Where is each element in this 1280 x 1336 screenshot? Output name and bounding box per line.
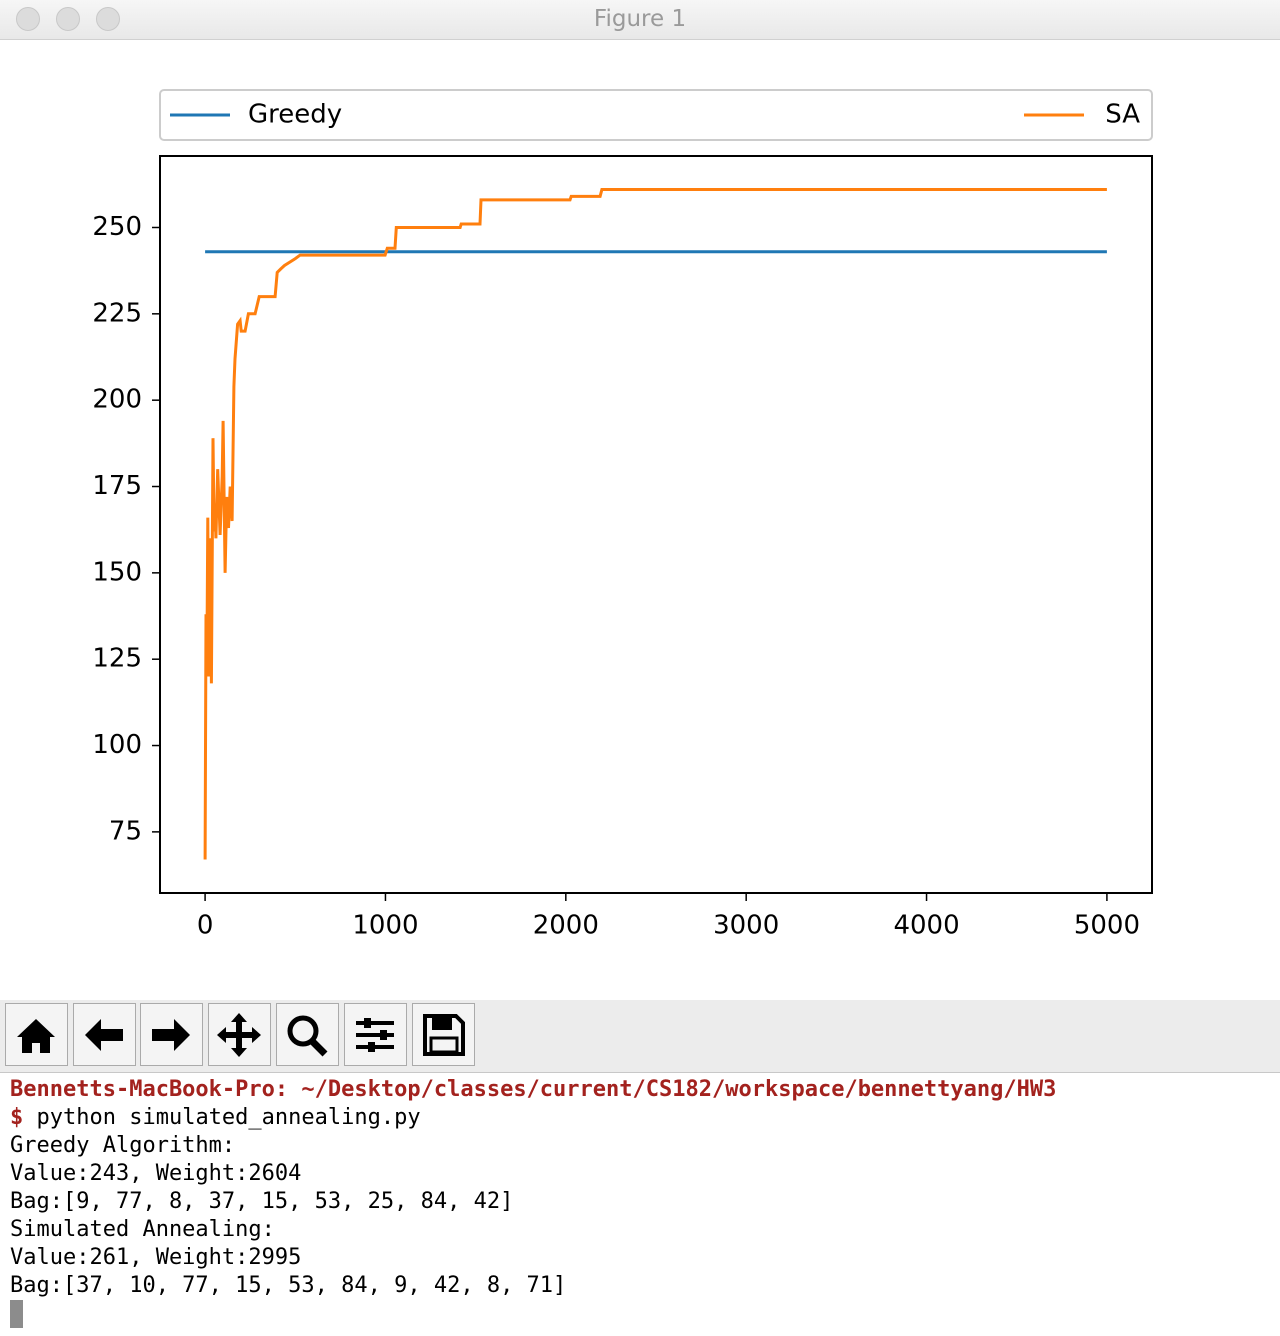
x-tick-label: 1000 — [352, 911, 418, 941]
title-bar: Figure 1 — [0, 0, 1280, 40]
close-button[interactable] — [16, 7, 40, 31]
output-line: Value:261, Weight:2995 — [10, 1245, 302, 1270]
home-button[interactable] — [5, 1003, 68, 1066]
x-tick-label: 3000 — [713, 911, 779, 941]
x-tick-label: 5000 — [1074, 911, 1140, 941]
y-tick-label: 225 — [92, 298, 142, 328]
command: python simulated_annealing.py — [36, 1105, 421, 1130]
configure-button[interactable] — [344, 1003, 407, 1066]
save-button[interactable] — [412, 1003, 475, 1066]
y-tick-label: 200 — [92, 385, 142, 415]
legend — [159, 89, 1153, 141]
legend-label: SA — [1105, 100, 1140, 130]
legend-label: Greedy — [248, 100, 342, 130]
minimize-button[interactable] — [56, 7, 80, 31]
window-title: Figure 1 — [593, 6, 687, 32]
x-tick-label: 4000 — [893, 911, 959, 941]
output-line: Bag:[37, 10, 77, 15, 53, 84, 9, 42, 8, 7… — [10, 1273, 567, 1298]
pan-button[interactable] — [208, 1003, 271, 1066]
y-tick-label: 250 — [92, 212, 142, 242]
cursor — [10, 1300, 23, 1328]
y-tick-label: 100 — [92, 730, 142, 760]
line-series — [203, 188, 1107, 860]
y-tick-label: 125 — [92, 644, 142, 674]
plot-frame — [159, 155, 1153, 894]
output-line: Value:243, Weight:2604 — [10, 1161, 302, 1186]
prompt: Bennetts-MacBook-Pro: ~/Desktop/classes/… — [10, 1077, 1057, 1102]
x-tick-label: 0 — [197, 911, 214, 941]
prompt-symbol: $ — [10, 1105, 24, 1130]
forward-button[interactable] — [140, 1003, 203, 1066]
y-tick-label: 150 — [92, 557, 142, 587]
toolbar — [0, 1000, 1280, 1073]
y-tick-label: 75 — [109, 816, 142, 846]
x-tick-label: 2000 — [533, 911, 599, 941]
output-line: Bag:[9, 77, 8, 37, 15, 53, 25, 84, 42] — [10, 1189, 514, 1214]
back-button[interactable] — [73, 1003, 136, 1066]
y-tick-label: 175 — [92, 471, 142, 501]
output-line: Simulated Annealing: — [10, 1217, 275, 1242]
zoom-tool-button[interactable] — [276, 1003, 339, 1066]
output-line: Greedy Algorithm: — [10, 1133, 236, 1158]
command-line: $ python simulated_annealing.py — [10, 1104, 1056, 1132]
zoom-button[interactable] — [96, 7, 120, 31]
terminal: Bennetts-MacBook-Pro: ~/Desktop/classes/… — [10, 1076, 1056, 1300]
chart: 75 100 125 150 175 200 225 250 0 1000 2000 3000 4000… — [92, 89, 1153, 941]
